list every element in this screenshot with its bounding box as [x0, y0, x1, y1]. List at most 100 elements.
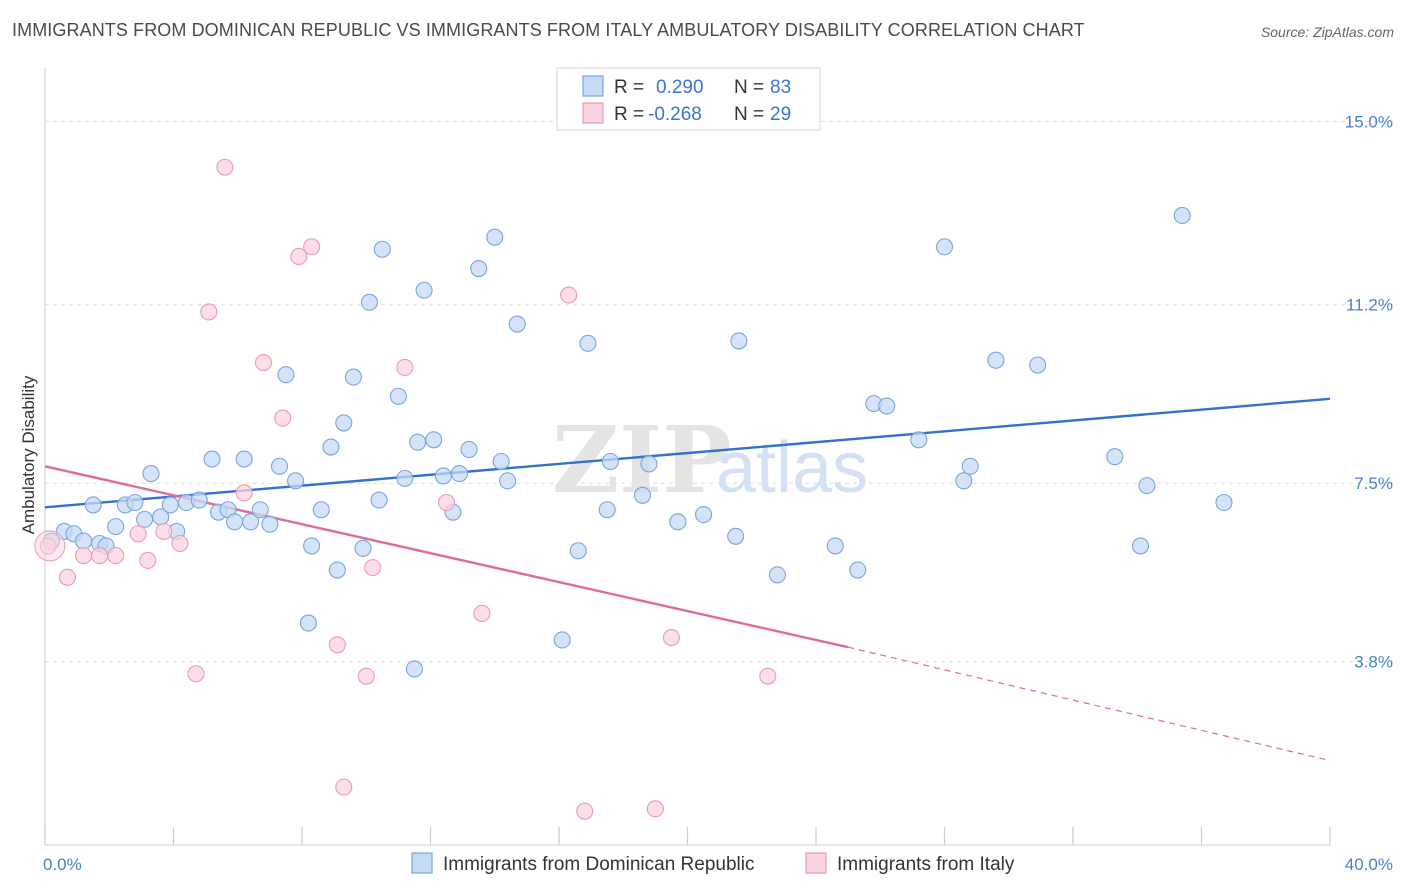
dominican-point-39 [389, 387, 407, 405]
dominican-point-37 [370, 491, 388, 509]
dominican-point-27 [287, 472, 305, 490]
italy-point-22 [438, 493, 456, 512]
dominican-point-73 [961, 457, 979, 475]
legend-n-label-2: N = [734, 104, 764, 125]
grid-lines [45, 120, 1393, 663]
y-tick-label-1: 7.5% [1354, 474, 1393, 493]
dominican-point-21 [235, 450, 253, 468]
italy-point-9 [187, 665, 205, 683]
dominican-point-76 [1106, 448, 1124, 466]
dominican-point-45 [434, 467, 452, 485]
italy-point-10 [200, 303, 218, 321]
legend-swatch-pink [582, 102, 604, 124]
dominican-point-7 [107, 518, 125, 536]
dominican-point-58 [601, 452, 619, 471]
dominican-point-63 [727, 527, 745, 545]
y-tick-labels: 3.8% 7.5% 11.2% 15.0% [1345, 112, 1393, 671]
y-tick-label-0: 3.8% [1354, 653, 1393, 672]
italy-point-27 [662, 629, 680, 647]
italy-point-5 [129, 525, 147, 543]
x-tick-label-0: 0.0% [43, 855, 82, 874]
dominican-point-62 [695, 506, 713, 524]
dominican-point-59 [633, 486, 652, 504]
dominican-point-33 [335, 414, 353, 432]
dominican-point-56 [579, 334, 597, 352]
dominican-point-80 [1215, 493, 1233, 512]
dominican-point-55 [569, 542, 587, 560]
dominican-point-36 [360, 293, 379, 311]
legend-r-value-2: -0.268 [648, 104, 702, 125]
dominican-point-41 [405, 660, 423, 678]
dominican-point-29 [303, 537, 321, 555]
dominican-point-53 [508, 315, 526, 333]
legend-r-value-1: 0.290 [656, 77, 704, 98]
y-tick-label-3: 15.0% [1345, 112, 1393, 131]
source-credit: Source: ZipAtlas.com [1260, 24, 1394, 40]
dominican-point-74 [987, 351, 1005, 369]
dominican-point-3 [75, 532, 93, 550]
dominican-point-22 [242, 513, 260, 531]
series-legend: Immigrants from Dominican Republic Immig… [411, 852, 1015, 875]
dominican-point-20 [225, 513, 244, 531]
dominican-point-25 [270, 457, 289, 475]
dominican-point-30 [312, 501, 330, 519]
dominican-point-17 [203, 450, 221, 468]
italy-point-18 [335, 778, 353, 796]
y-tick-label-2: 11.2% [1346, 296, 1393, 315]
dominican-point-13 [161, 496, 179, 514]
dominican-point-28 [299, 614, 317, 632]
chart-title: IMMIGRANTS FROM DOMINICAN REPUBLIC VS IM… [12, 20, 1085, 40]
series-italy-points [34, 158, 777, 820]
dominican-point-16 [190, 491, 208, 509]
dominican-point-47 [450, 465, 468, 483]
x-tick-label-1: 40.0% [1345, 855, 1393, 874]
legend-r-label-2: R = [614, 104, 644, 125]
italy-point-1 [58, 568, 77, 586]
italy-point-4 [107, 547, 125, 565]
dominican-point-10 [136, 510, 154, 528]
dominican-point-49 [470, 259, 488, 278]
dominican-point-4 [84, 496, 102, 514]
legend-r-label-1: R = [614, 77, 644, 98]
legend-n-label-1: N = [734, 77, 764, 98]
italy-point-28 [759, 667, 777, 685]
axes [44, 68, 1331, 846]
trend-lines [44, 397, 1331, 762]
dominican-point-48 [460, 440, 478, 458]
dominican-point-38 [373, 240, 391, 258]
dominican-point-43 [415, 281, 433, 299]
dominican-point-54 [553, 631, 571, 649]
dominican-point-69 [878, 397, 896, 415]
italy-point-8 [171, 534, 189, 553]
dominican-point-61 [669, 513, 687, 531]
italy-point-14 [274, 409, 292, 427]
dominican-point-64 [730, 332, 748, 350]
series-legend-label-italy: Immigrants from Italy [837, 854, 1015, 875]
watermark-atlas: atlas [716, 428, 868, 508]
dominican-point-78 [1138, 477, 1156, 495]
dominican-point-51 [492, 452, 510, 471]
dominican-point-65 [768, 566, 787, 584]
dominican-point-79 [1173, 206, 1191, 225]
italy-point-15 [290, 247, 308, 266]
italy-point-13 [254, 354, 273, 372]
italy-point-6 [139, 551, 157, 569]
dominican-point-60 [640, 455, 658, 473]
italy-point-25 [576, 802, 594, 820]
italy-point-20 [364, 559, 382, 577]
italy-point-26 [646, 800, 664, 818]
dominican-point-42 [409, 433, 427, 451]
dominican-point-71 [935, 238, 954, 256]
italy-point-17 [328, 636, 346, 654]
series-dominican-republic-points [42, 206, 1233, 678]
x-tick-labels: 0.0% 40.0% [43, 855, 1393, 874]
italy-point-12 [235, 484, 253, 502]
dominican-point-50 [486, 228, 504, 246]
italy-point-2 [75, 547, 93, 565]
dominican-point-26 [277, 366, 295, 384]
series-legend-swatch-blue [411, 852, 433, 874]
legend-n-value-1: 83 [770, 77, 791, 98]
italy-point-11 [216, 158, 234, 176]
italy-point-3 [91, 547, 109, 565]
